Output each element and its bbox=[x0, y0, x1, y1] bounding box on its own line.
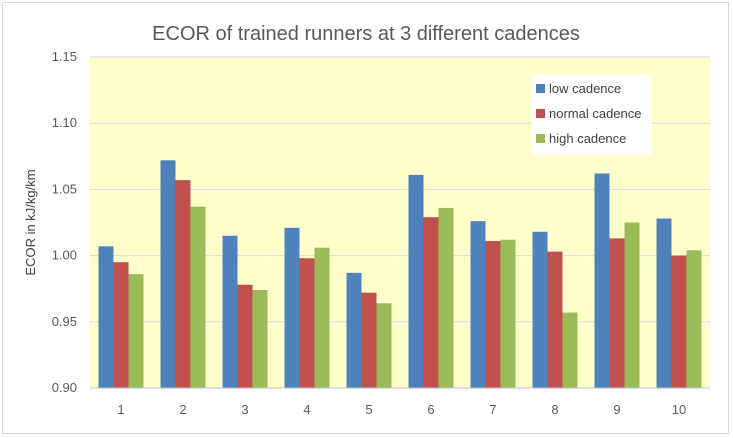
bar-normal-cadence-1 bbox=[113, 262, 129, 388]
bar-normal-cadence-6 bbox=[423, 217, 439, 388]
bar-low-cadence-2 bbox=[160, 160, 176, 388]
x-tick-label: 9 bbox=[613, 402, 620, 417]
bar-normal-cadence-10 bbox=[671, 255, 687, 388]
bar-low-cadence-8 bbox=[532, 231, 548, 388]
x-tick-labels: 1 2 3 4 5 6 7 8 9 10 bbox=[117, 402, 686, 417]
x-tick-label: 10 bbox=[672, 402, 686, 417]
y-tick-labels: 0.90 0.95 1.00 1.05 1.10 1.15 bbox=[52, 49, 77, 395]
bar-high-cadence-2 bbox=[190, 206, 206, 388]
x-tick-label: 4 bbox=[303, 402, 310, 417]
bars bbox=[98, 160, 702, 388]
y-tick-label: 0.90 bbox=[52, 380, 77, 395]
bar-low-cadence-1 bbox=[98, 246, 114, 388]
bar-high-cadence-3 bbox=[252, 290, 268, 388]
bar-normal-cadence-9 bbox=[609, 238, 625, 388]
y-tick-label: 1.05 bbox=[52, 181, 77, 196]
bar-low-cadence-5 bbox=[346, 272, 362, 388]
bar-normal-cadence-5 bbox=[361, 292, 377, 388]
legend-swatch-normal-cadence bbox=[536, 109, 545, 118]
legend-label-normal-cadence: normal cadence bbox=[549, 106, 642, 121]
bar-high-cadence-8 bbox=[562, 312, 578, 388]
x-tick-label: 5 bbox=[365, 402, 372, 417]
bar-low-cadence-10 bbox=[656, 218, 672, 388]
bar-high-cadence-7 bbox=[500, 239, 516, 388]
bar-low-cadence-7 bbox=[470, 221, 486, 388]
chart-title: ECOR of trained runners at 3 different c… bbox=[152, 23, 580, 45]
x-tick-label: 7 bbox=[489, 402, 496, 417]
bar-low-cadence-4 bbox=[284, 227, 300, 388]
bar-high-cadence-5 bbox=[376, 303, 392, 388]
x-tick-label: 3 bbox=[241, 402, 248, 417]
bar-normal-cadence-3 bbox=[237, 284, 253, 388]
bar-high-cadence-1 bbox=[128, 274, 144, 388]
x-tick-label: 6 bbox=[427, 402, 434, 417]
legend-swatch-high-cadence bbox=[536, 134, 545, 143]
bar-normal-cadence-7 bbox=[485, 241, 501, 388]
legend-label-high-cadence: high cadence bbox=[549, 131, 626, 146]
x-tick-label: 2 bbox=[179, 402, 186, 417]
y-tick-label: 1.15 bbox=[52, 49, 77, 64]
x-tick-label: 8 bbox=[551, 402, 558, 417]
legend-swatch-low-cadence bbox=[536, 84, 545, 93]
bar-high-cadence-4 bbox=[314, 247, 330, 388]
bar-high-cadence-6 bbox=[438, 207, 454, 388]
y-tick-label: 0.95 bbox=[52, 314, 77, 329]
bar-low-cadence-6 bbox=[408, 174, 424, 388]
y-axis-title: ECOR in kJ/kg/km bbox=[23, 169, 38, 275]
y-tick-label: 1.10 bbox=[52, 115, 77, 130]
bar-low-cadence-3 bbox=[222, 235, 238, 388]
bar-normal-cadence-2 bbox=[175, 180, 191, 388]
bar-normal-cadence-8 bbox=[547, 251, 563, 388]
bar-high-cadence-9 bbox=[624, 222, 640, 388]
legend: low cadence normal cadence high cadence bbox=[531, 75, 652, 155]
bar-normal-cadence-4 bbox=[299, 258, 315, 388]
y-tick-label: 1.00 bbox=[52, 248, 77, 263]
bar-low-cadence-9 bbox=[594, 173, 610, 388]
bar-high-cadence-10 bbox=[686, 250, 702, 388]
legend-box bbox=[531, 75, 652, 155]
legend-label-low-cadence: low cadence bbox=[549, 81, 621, 96]
x-tick-label: 1 bbox=[117, 402, 124, 417]
